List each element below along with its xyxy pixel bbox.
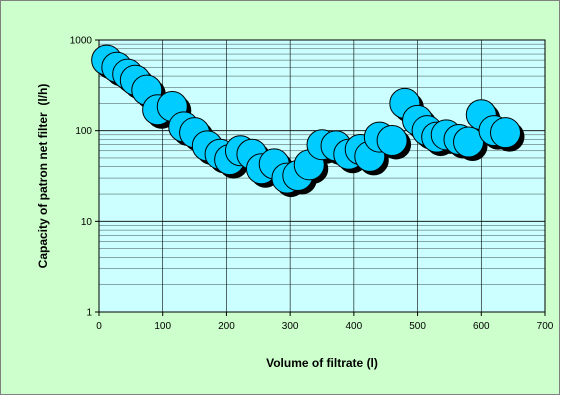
y-tick-label: 1000 [70, 36, 93, 47]
x-tick-label: 300 [282, 321, 299, 332]
y-tick-label: 10 [81, 217, 93, 228]
axis-ticks [95, 39, 546, 316]
x-tick-label: 700 [537, 321, 554, 332]
x-tick-label: 500 [409, 321, 426, 332]
y-tick-labels: 1 10 100 1000 [70, 36, 93, 319]
data-points [91, 44, 525, 198]
y-axis-label: Capacity of patron net filter (l/h) [36, 84, 50, 269]
x-tick-label: 100 [154, 321, 171, 332]
y-tick-label: 1 [86, 308, 92, 319]
data-point [376, 124, 408, 156]
x-tick-label: 200 [218, 321, 235, 332]
x-tick-labels: 0 100 200 300 400 500 600 700 [96, 321, 554, 332]
y-tick-label: 100 [75, 126, 92, 137]
x-tick-label: 0 [96, 321, 102, 332]
x-tick-label: 600 [473, 321, 490, 332]
x-tick-label: 400 [346, 321, 363, 332]
plot-frame [98, 39, 546, 313]
x-axis-label: Volume of filtrate (l) [266, 356, 378, 370]
data-point [489, 117, 521, 149]
